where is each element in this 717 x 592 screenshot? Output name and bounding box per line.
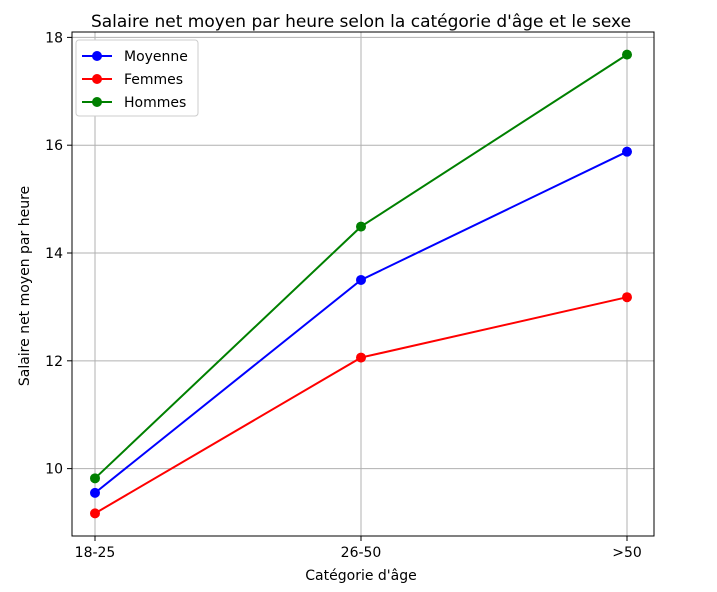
legend-marker-femmes [92, 74, 102, 84]
legend-label-hommes: Hommes [124, 95, 186, 111]
chart-title: Salaire net moyen par heure selon la cat… [91, 12, 631, 32]
data-point-femmes [356, 352, 366, 363]
x-tick-label: 26-50 [341, 545, 382, 561]
legend-label-moyenne: Moyenne [124, 49, 188, 65]
legend-marker-hommes [92, 97, 102, 107]
data-point-moyenne [356, 274, 366, 285]
x-tick-label: 18-25 [75, 545, 116, 561]
series-layer [90, 49, 632, 519]
x-tick-label: >50 [612, 545, 642, 561]
legend-box [75, 39, 199, 117]
data-point-hommes [356, 221, 366, 232]
legend-label-femmes: Femmes [124, 72, 183, 88]
y-tick-label: 16 [45, 138, 63, 154]
y-tick-label: 14 [45, 246, 63, 262]
legend: Moyenne Femmes Hommes [75, 39, 199, 117]
data-point-femmes [622, 292, 632, 303]
data-point-moyenne [622, 146, 632, 157]
data-point-hommes [622, 49, 632, 60]
axis-ticks: 18-25 26-50 >50 10 12 14 16 18 [45, 30, 642, 561]
x-axis-label: Catégorie d'âge [305, 568, 416, 584]
y-tick-label: 10 [45, 462, 63, 478]
data-point-moyenne [90, 487, 100, 498]
y-axis-label: Salaire net moyen par heure [17, 186, 33, 386]
data-point-hommes [90, 473, 100, 484]
y-tick-label: 18 [45, 30, 63, 46]
legend-marker-moyenne [92, 51, 102, 61]
plot-frame [71, 31, 655, 537]
y-tick-label: 12 [45, 354, 63, 370]
data-point-femmes [90, 508, 100, 519]
